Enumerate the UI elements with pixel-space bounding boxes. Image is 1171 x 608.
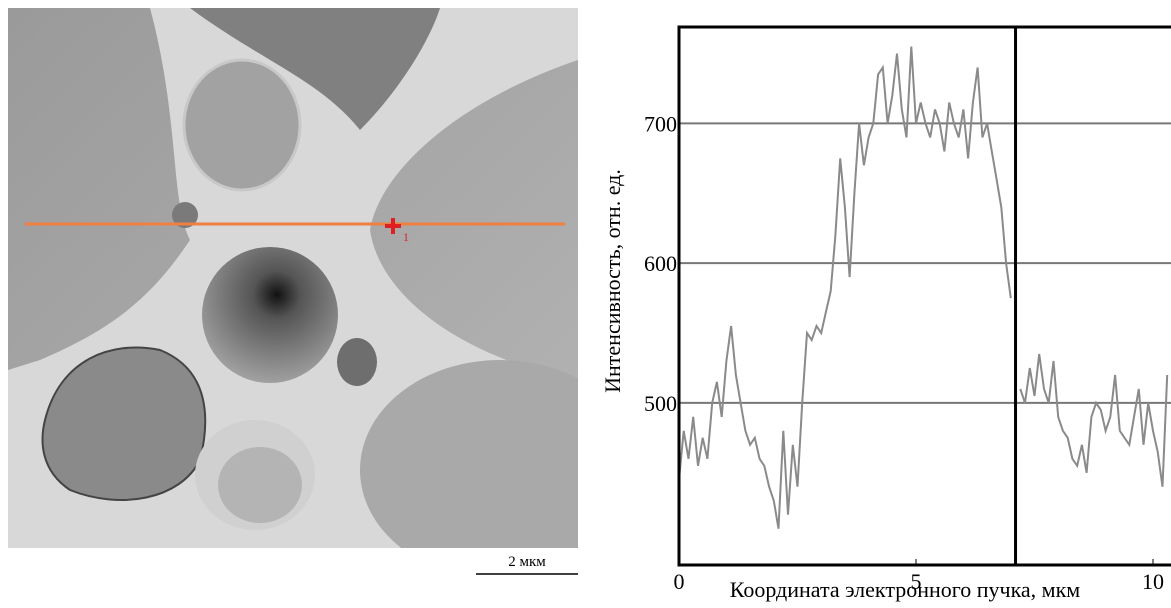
x-axis-label: Координата электронного пучка, мкм: [730, 577, 1081, 602]
y-tick-label: 700: [644, 111, 677, 136]
y-axis-label: Интенсивность, отн. ед.: [600, 169, 625, 393]
plot-area: [679, 27, 1171, 565]
plot-frame: [677, 25, 1171, 567]
scale-bar-label: 2 мкм: [508, 554, 546, 570]
x-tick-label: 10: [1142, 569, 1164, 594]
image-marker: 1: [403, 230, 409, 244]
chart: 500 600 700 0 5 10 Координата электронного пуч…: [600, 25, 1171, 602]
y-tick-label: 600: [644, 251, 677, 276]
sem-image: 1: [8, 8, 578, 548]
y-tick-label: 500: [644, 391, 677, 416]
x-tick-label: 5: [910, 569, 921, 594]
data-line: [679, 46, 1169, 529]
x-tick-label: 0: [674, 569, 685, 594]
